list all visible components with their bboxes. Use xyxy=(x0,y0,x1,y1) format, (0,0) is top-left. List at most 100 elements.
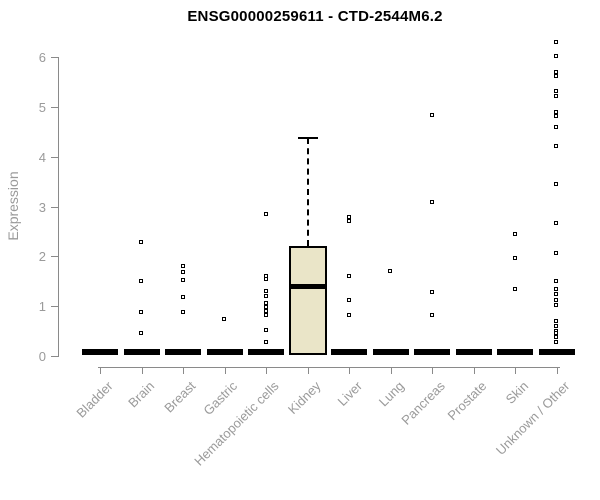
x-axis-category-label: Kidney xyxy=(284,378,324,418)
x-axis-tick xyxy=(183,367,184,374)
zero-median-bar xyxy=(455,349,492,355)
outlier-point xyxy=(554,70,558,75)
outlier-point xyxy=(346,218,351,223)
outlier-point xyxy=(346,274,351,279)
x-axis-tick xyxy=(556,367,558,374)
outlier-point xyxy=(263,289,268,294)
x-axis-category-label: Gastric xyxy=(200,378,241,419)
x-axis-category-label: Pancreas xyxy=(398,378,448,428)
median-line xyxy=(288,284,327,290)
x-axis-tick xyxy=(515,367,516,374)
zero-median-bar xyxy=(206,349,243,355)
outlier-point xyxy=(180,270,185,275)
x-axis-tick xyxy=(141,367,143,374)
y-axis-tick-label: 4 xyxy=(38,149,46,165)
outlier-point xyxy=(346,312,351,317)
outlier-point xyxy=(554,334,558,339)
outlier-point xyxy=(139,279,143,284)
outlier-point xyxy=(263,293,268,298)
x-axis-tick xyxy=(473,367,475,374)
zero-median-bar xyxy=(165,349,201,355)
x-axis-category-label: Breast xyxy=(161,378,199,416)
outlier-point xyxy=(554,221,558,226)
zero-median-bar xyxy=(123,349,160,355)
outlier-point xyxy=(554,279,558,284)
x-axis-category-label: Skin xyxy=(502,378,531,407)
chart-title: ENSG00000259611 - CTD-2544M6.2 xyxy=(187,8,443,25)
x-axis-category-label: Hematopoietic cells xyxy=(191,378,282,469)
outlier-point xyxy=(554,330,558,335)
x-axis-category-label: Bladder xyxy=(73,378,116,421)
outlier-point xyxy=(180,278,185,283)
whisker-cap xyxy=(297,136,318,139)
outlier-point xyxy=(429,312,434,317)
outlier-point xyxy=(180,309,185,314)
outlier-point xyxy=(554,93,558,98)
y-axis-tick xyxy=(51,106,58,108)
outlier-point xyxy=(429,199,434,204)
outlier-point xyxy=(554,88,558,93)
outlier-point xyxy=(263,277,268,282)
x-axis-category-label: Liver xyxy=(334,378,365,409)
y-axis-tick-label: 1 xyxy=(38,299,46,315)
outlier-point xyxy=(388,269,392,274)
outlier-point xyxy=(139,240,143,245)
outlier-point xyxy=(263,308,268,313)
y-axis-tick-label: 5 xyxy=(38,99,46,115)
outlier-point xyxy=(554,251,558,256)
x-axis-category-label: Unknown / Other xyxy=(492,378,573,458)
outlier-point xyxy=(554,110,558,115)
outlier-point xyxy=(554,292,558,297)
y-axis-tick-label: 3 xyxy=(38,199,46,215)
outlier-point xyxy=(263,339,268,344)
outlier-point xyxy=(180,264,185,269)
outlier-point xyxy=(554,302,558,307)
outlier-point xyxy=(554,54,558,59)
y-axis-line xyxy=(58,57,59,357)
box xyxy=(288,245,327,355)
y-axis-tick xyxy=(51,57,58,59)
y-axis-tick xyxy=(51,256,58,258)
outlier-point xyxy=(263,212,268,217)
y-axis-tick xyxy=(51,356,58,357)
x-axis-line xyxy=(98,367,560,368)
outlier-point xyxy=(554,144,558,149)
zero-median-bar xyxy=(497,349,533,355)
zero-median-bar xyxy=(331,349,367,355)
zero-median-bar xyxy=(82,349,118,355)
outlier-point xyxy=(222,317,226,322)
x-axis-tick xyxy=(224,367,226,374)
x-axis-tick xyxy=(100,367,101,374)
outlier-point xyxy=(554,318,558,323)
outlier-point xyxy=(263,304,268,309)
zero-median-bar xyxy=(414,349,450,355)
x-axis-category-label: Brain xyxy=(125,378,158,411)
y-axis-tick xyxy=(51,156,58,158)
outlier-point xyxy=(263,312,268,317)
outlier-point xyxy=(554,287,558,292)
outlier-point xyxy=(263,327,268,332)
outlier-point xyxy=(139,310,143,315)
zero-median-bar xyxy=(538,349,575,355)
outlier-point xyxy=(554,181,558,186)
outlier-point xyxy=(512,232,517,237)
y-axis-tick-label: 0 xyxy=(38,349,46,364)
outlier-point xyxy=(554,40,558,45)
x-axis-tick xyxy=(390,367,392,374)
outlier-point xyxy=(429,113,434,118)
outlier-point xyxy=(263,300,268,305)
outlier-point xyxy=(554,125,558,130)
x-axis-tick xyxy=(432,367,433,374)
x-axis-category-label: Lung xyxy=(375,378,407,410)
outlier-point xyxy=(512,287,517,292)
outlier-point xyxy=(180,294,185,299)
x-axis-tick xyxy=(349,367,350,374)
outlier-point xyxy=(554,297,558,302)
outlier-point xyxy=(554,114,558,119)
y-axis-tick xyxy=(51,306,58,308)
outlier-point xyxy=(554,323,558,328)
x-axis-category-label: Prostate xyxy=(444,378,490,424)
outlier-point xyxy=(429,290,434,295)
y-axis-tick-label: 2 xyxy=(38,249,46,265)
outlier-point xyxy=(512,256,517,261)
